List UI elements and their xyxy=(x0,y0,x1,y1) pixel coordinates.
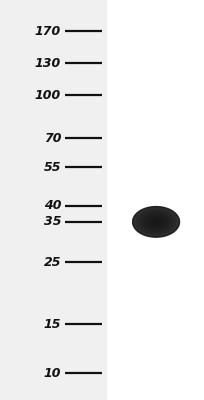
Text: 10: 10 xyxy=(44,366,61,380)
Polygon shape xyxy=(133,206,180,237)
Polygon shape xyxy=(139,210,174,233)
Polygon shape xyxy=(152,219,160,224)
Polygon shape xyxy=(140,212,172,232)
Polygon shape xyxy=(135,208,177,236)
Text: 25: 25 xyxy=(44,256,61,269)
Polygon shape xyxy=(144,214,168,230)
Polygon shape xyxy=(146,216,166,228)
Polygon shape xyxy=(154,220,158,223)
Polygon shape xyxy=(142,213,170,231)
Text: 35: 35 xyxy=(44,215,61,228)
Bar xyxy=(0,0,106,400)
Polygon shape xyxy=(136,209,176,235)
Text: 70: 70 xyxy=(44,132,61,145)
Text: 55: 55 xyxy=(44,161,61,174)
Text: 170: 170 xyxy=(35,25,61,38)
Polygon shape xyxy=(150,218,162,226)
Text: 130: 130 xyxy=(35,57,61,70)
Polygon shape xyxy=(133,206,180,237)
Text: 100: 100 xyxy=(35,89,61,102)
Polygon shape xyxy=(148,217,164,227)
Text: 15: 15 xyxy=(44,318,61,331)
Text: 40: 40 xyxy=(44,199,61,212)
